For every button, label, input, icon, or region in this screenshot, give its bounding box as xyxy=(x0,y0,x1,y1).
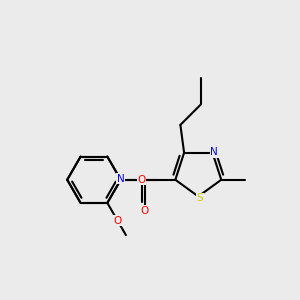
Text: O: O xyxy=(137,175,145,185)
Text: N: N xyxy=(117,174,124,184)
Text: S: S xyxy=(197,193,203,203)
Text: O: O xyxy=(141,206,149,216)
Text: N: N xyxy=(211,147,218,157)
Text: O: O xyxy=(113,216,122,226)
